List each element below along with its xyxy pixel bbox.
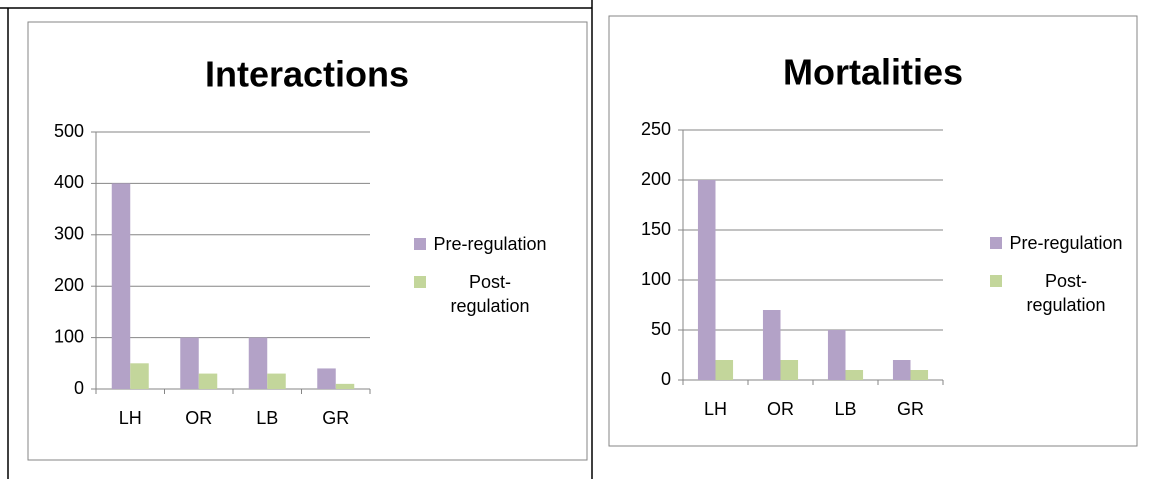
legend-label: Pre-regulation — [433, 234, 547, 254]
y-tick-label: 150 — [641, 219, 671, 239]
legend-label: Pre-regulation — [1009, 233, 1123, 253]
legend: Pre-regulation Post-regulation — [990, 231, 1124, 331]
x-tick-label: LB — [256, 408, 278, 428]
legend-item: Post-regulation — [414, 270, 548, 318]
legend-item: Post-regulation — [990, 269, 1124, 317]
legend: Pre-regulation Post-regulation — [414, 232, 548, 332]
y-tick-label: 50 — [651, 319, 671, 339]
bar — [762, 310, 781, 380]
y-tick-label: 200 — [641, 169, 671, 189]
y-tick-label: 100 — [641, 269, 671, 289]
bar — [892, 360, 911, 380]
legend-label: Post-regulation — [1026, 271, 1106, 315]
y-tick-label: 0 — [74, 378, 84, 398]
y-tick-label: 500 — [54, 121, 84, 141]
bar — [248, 337, 268, 389]
bar — [111, 183, 131, 389]
bar — [267, 373, 286, 389]
bar — [180, 337, 199, 389]
bar — [130, 363, 149, 389]
chart-frame — [608, 15, 1138, 447]
bar — [715, 360, 734, 380]
x-tick-label: LB — [834, 399, 856, 419]
y-tick-label: 100 — [54, 326, 84, 346]
x-tick-label: OR — [185, 408, 212, 428]
y-tick-label: 300 — [54, 224, 84, 244]
bar — [198, 373, 218, 389]
bar — [845, 370, 864, 380]
legend-swatch — [990, 275, 1002, 287]
chart-title: Interactions — [205, 54, 409, 95]
y-tick-label: 250 — [641, 119, 671, 139]
bar — [827, 330, 846, 380]
x-tick-label: LH — [119, 408, 142, 428]
y-tick-label: 200 — [54, 275, 84, 295]
bar — [910, 370, 929, 380]
legend-swatch — [414, 276, 426, 288]
y-tick-label: 0 — [661, 369, 671, 389]
legend-swatch — [414, 238, 426, 250]
bar — [780, 360, 799, 380]
bar — [335, 383, 355, 389]
bar — [697, 180, 716, 380]
x-tick-label: GR — [897, 399, 924, 419]
bar — [317, 368, 336, 389]
x-tick-label: OR — [767, 399, 794, 419]
legend-label: Post-regulation — [450, 272, 530, 316]
y-tick-label: 400 — [54, 172, 84, 192]
legend-swatch — [990, 237, 1002, 249]
chart-title: Mortalities — [783, 52, 963, 93]
x-tick-label: LH — [704, 399, 727, 419]
x-tick-label: GR — [322, 408, 349, 428]
legend-item: Pre-regulation — [414, 232, 548, 256]
legend-item: Pre-regulation — [990, 231, 1124, 255]
